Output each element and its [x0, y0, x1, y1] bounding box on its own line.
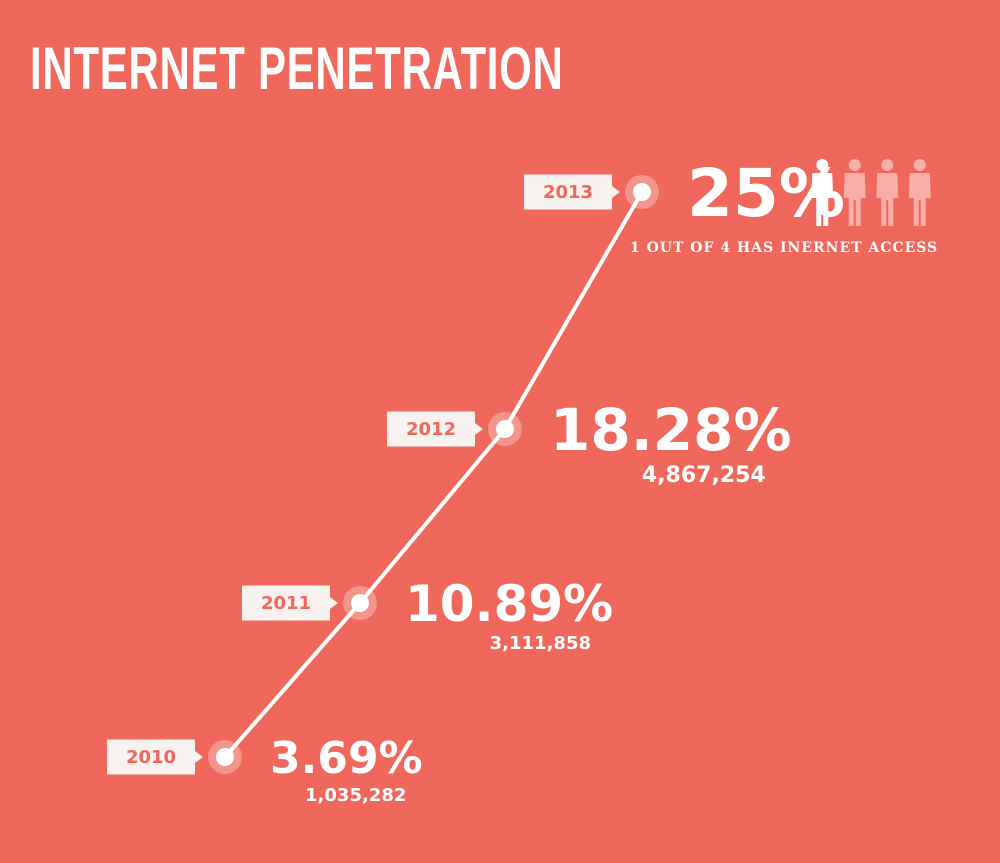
- series-line: [223, 190, 644, 759]
- data-point: [633, 183, 651, 201]
- chart-title: INTERNET PENETRATION: [30, 35, 564, 102]
- year-tag: [387, 411, 483, 447]
- data-point: [351, 594, 369, 612]
- year-tag: [242, 585, 338, 621]
- series-line-layer: [223, 190, 644, 759]
- person-icon: [908, 159, 931, 226]
- data-label-count: 4,867,254: [642, 463, 766, 488]
- person-icon: [876, 159, 899, 226]
- x-tick-label: 2013: [543, 182, 593, 203]
- x-tick-label: 2012: [406, 419, 456, 440]
- data-label-count: 3,111,858: [490, 633, 591, 654]
- data-label-count: 1,035,282: [305, 785, 406, 806]
- data-label-value: 3.69%: [270, 733, 423, 784]
- x-tick-label: 2010: [126, 747, 176, 768]
- data-point: [216, 748, 234, 766]
- data-label-value: 10.89%: [405, 575, 613, 633]
- person-icon: [843, 159, 866, 226]
- data-label-value: 18.28%: [550, 396, 792, 464]
- year-tag: [107, 739, 203, 775]
- chart-marks: 2010 3.69%1,035,282 2011 10.89%3,111,858 201…: [107, 155, 845, 806]
- data-point: [496, 420, 514, 438]
- person-icon-active: [811, 159, 834, 226]
- year-tag: [524, 174, 620, 210]
- annotation-note: 1 OUT OF 4 HAS INERNET ACCESS: [630, 240, 939, 256]
- people-icons: [811, 159, 931, 226]
- x-tick-label: 2011: [261, 593, 311, 614]
